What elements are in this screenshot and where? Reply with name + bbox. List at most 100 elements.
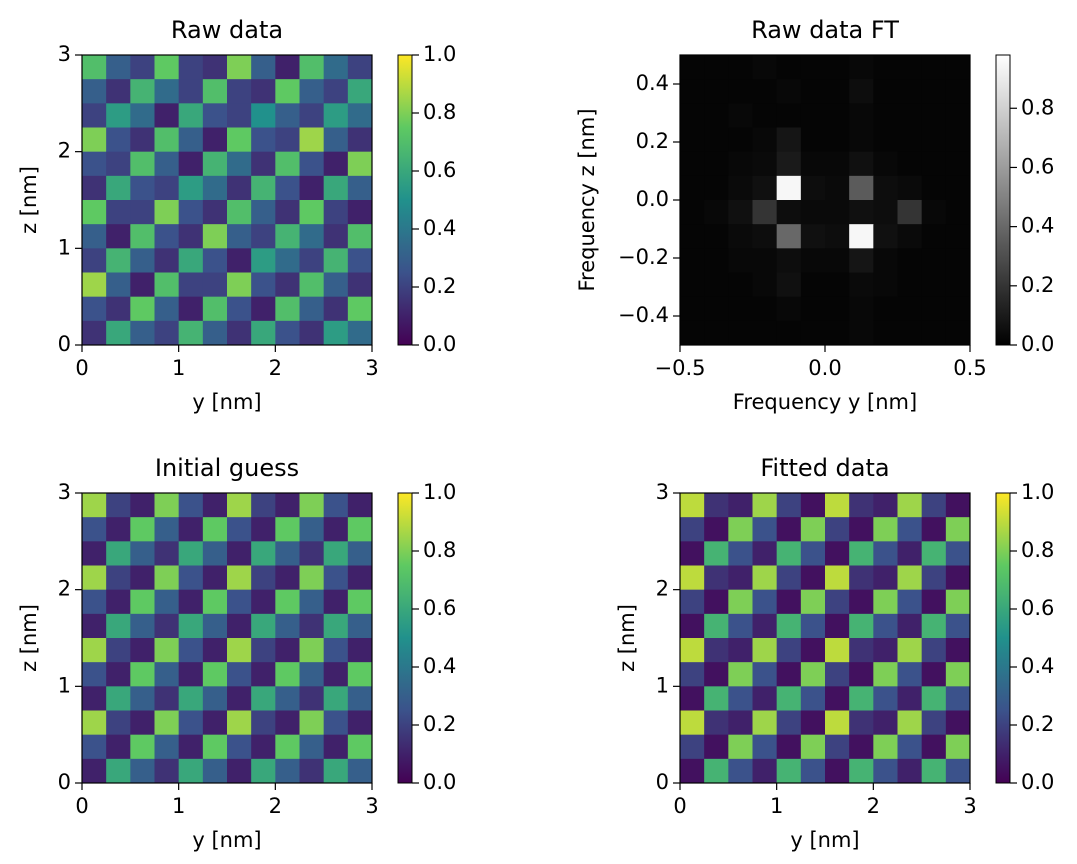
heatmap-cell xyxy=(776,758,802,784)
heatmap-cell xyxy=(849,662,874,687)
heatmap-cell xyxy=(825,151,850,177)
heatmap-cell xyxy=(825,272,850,298)
heatmap-cell xyxy=(849,296,874,322)
heatmap-cell xyxy=(347,127,373,153)
heatmap-cell xyxy=(299,79,325,104)
heatmap-cell xyxy=(82,710,107,736)
x-axis-label: y [nm] xyxy=(192,390,261,414)
heatmap-cell xyxy=(227,710,252,736)
heatmap-cell xyxy=(849,200,874,225)
heatmap-cell xyxy=(227,127,252,153)
heatmap-cell xyxy=(825,127,850,153)
heatmap-cell xyxy=(323,320,349,346)
heatmap-cell xyxy=(82,175,107,201)
heatmap-cell xyxy=(130,710,155,736)
heatmap-cell xyxy=(323,175,349,201)
heatmap-cell xyxy=(728,517,753,542)
chart-title: Fitted data xyxy=(760,454,889,482)
heatmap-cell xyxy=(251,103,276,128)
heatmap-cell xyxy=(921,151,947,177)
heatmap-cell xyxy=(347,710,373,736)
heatmap-cell xyxy=(82,517,107,542)
heatmap-cell xyxy=(728,638,753,663)
heatmap-cell xyxy=(897,686,923,711)
heatmap-cell xyxy=(251,517,276,542)
y-tick-label: 3 xyxy=(656,480,669,504)
heatmap-cell xyxy=(130,55,155,80)
heatmap-cell xyxy=(776,686,802,711)
heatmap-cell xyxy=(728,565,753,591)
heatmap-cell xyxy=(680,541,705,566)
heatmap-cell xyxy=(178,638,204,663)
heatmap-cell xyxy=(680,127,705,153)
heatmap-cell xyxy=(776,175,802,201)
colorbar-tick-label: 0.0 xyxy=(423,770,456,794)
heatmap-cell xyxy=(825,103,850,128)
heatmap-cell xyxy=(178,200,204,225)
heatmap-cell xyxy=(776,320,802,346)
heatmap-cell xyxy=(227,686,252,711)
heatmap-cell xyxy=(227,272,252,298)
heatmap-cell xyxy=(776,662,802,687)
heatmap-cell xyxy=(251,541,276,566)
heatmap-cell xyxy=(275,493,300,518)
heatmap-cell xyxy=(202,296,228,322)
y-tick-label: 0.2 xyxy=(636,129,669,153)
heatmap-cell xyxy=(921,565,947,591)
y-axis-label: z [nm] xyxy=(17,604,41,672)
heatmap-cell xyxy=(82,565,107,591)
x-tick-label: 3 xyxy=(365,356,378,380)
heatmap-cell xyxy=(323,296,349,322)
heatmap-cell xyxy=(945,541,971,566)
heatmap-cell xyxy=(849,127,874,153)
heatmap-cell xyxy=(106,272,131,298)
colorbar-tick-label: 0.0 xyxy=(423,332,456,356)
y-axis-label: Frequency z [nm] xyxy=(575,108,599,291)
heatmap-cell xyxy=(945,758,971,784)
heatmap-cell xyxy=(106,662,131,687)
heatmap-cell xyxy=(227,589,252,615)
heatmap-cell xyxy=(154,127,180,153)
colorbar-tick-label: 1.0 xyxy=(1021,480,1054,504)
heatmap-cell xyxy=(154,103,180,128)
heatmap-cell xyxy=(323,79,349,104)
heatmap-cell xyxy=(82,296,107,322)
heatmap-cell xyxy=(849,175,874,201)
heatmap-cell xyxy=(106,79,131,104)
heatmap-cell xyxy=(106,151,131,177)
heatmap-cell xyxy=(227,613,252,639)
heatmap-cell xyxy=(275,175,300,201)
heatmap-cell xyxy=(227,79,252,104)
heatmap-cell xyxy=(347,589,373,615)
x-tick-label: 2 xyxy=(269,794,282,818)
y-tick-label: 0.0 xyxy=(636,187,669,211)
heatmap-cell xyxy=(704,248,729,273)
heatmap-cell xyxy=(251,272,276,298)
heatmap-cell xyxy=(849,710,874,736)
heatmap-cell xyxy=(897,224,923,249)
heatmap-cell xyxy=(251,662,276,687)
heatmap-cell xyxy=(897,200,923,225)
heatmap-cell xyxy=(130,734,155,760)
heatmap-cell xyxy=(897,320,923,346)
heatmap-cell xyxy=(849,248,874,273)
heatmap-cell xyxy=(299,541,325,566)
heatmap-cell xyxy=(178,296,204,322)
heatmap-cell xyxy=(202,613,228,639)
heatmap-cell xyxy=(897,151,923,177)
heatmap-cell xyxy=(897,248,923,273)
heatmap-cell xyxy=(800,613,826,639)
heatmap-cell xyxy=(897,103,923,128)
heatmap-cell xyxy=(704,175,729,201)
heatmap-cell xyxy=(347,151,373,177)
heatmap-cell xyxy=(873,151,898,177)
heatmap-cell xyxy=(178,272,204,298)
heatmap-cell xyxy=(154,493,180,518)
heatmap-cell xyxy=(299,517,325,542)
heatmap-cell xyxy=(130,79,155,104)
heatmap-cell xyxy=(825,686,850,711)
heatmap-cell xyxy=(130,517,155,542)
heatmap-cell xyxy=(251,758,276,784)
heatmap-cell xyxy=(849,320,874,346)
heatmap-cell xyxy=(178,55,204,80)
